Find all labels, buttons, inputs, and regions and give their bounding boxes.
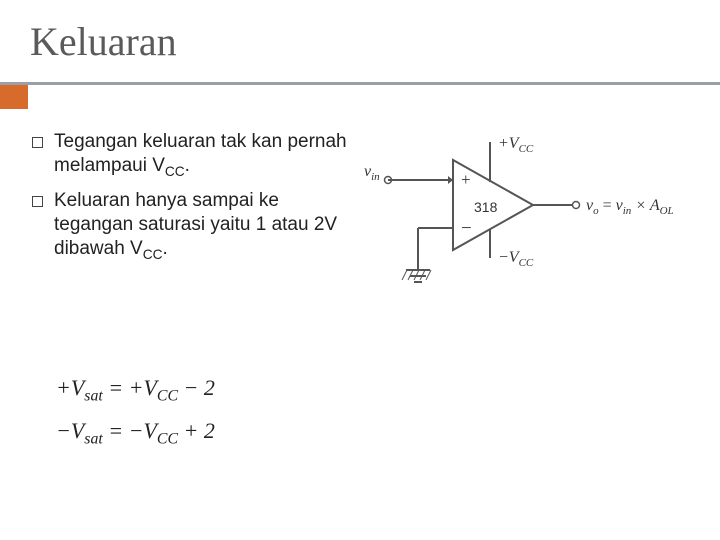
title-rule <box>0 82 720 85</box>
out-node <box>573 202 580 209</box>
bullet-text: Keluaran hanya sampai ke tegangan satura… <box>54 190 337 260</box>
opamp-svg: + − 318 +VCC −VCC vin <box>358 130 698 310</box>
opamp-diagram: + − 318 +VCC −VCC vin <box>358 130 698 310</box>
bullet-list: Tegangan keluaran tak kan pernah melampa… <box>30 130 350 272</box>
gnd-hatch <box>426 270 431 280</box>
eq-line-2: −Vsat = −VCC + 2 <box>56 411 215 454</box>
bullet-text: Tegangan keluaran tak kan pernah melampa… <box>54 131 347 176</box>
bullet-item: Keluaran hanya sampai ke tegangan satura… <box>30 189 350 264</box>
vcc-bot-label: −VCC <box>498 249 534 269</box>
accent-block <box>0 85 28 109</box>
bullet-item: Tegangan keluaran tak kan pernah melampa… <box>30 130 350 181</box>
saturation-equations: +Vsat = +VCC − 2 −Vsat = −VCC + 2 <box>56 368 215 454</box>
bullet-sub: CC <box>143 247 163 262</box>
plus-label: + <box>461 170 471 189</box>
body-row: Tegangan keluaran tak kan pernah melampa… <box>30 130 700 310</box>
chip-label: 318 <box>474 199 498 215</box>
bullet-text-tail: . <box>162 238 167 259</box>
slide: Keluaran Tegangan keluaran tak kan perna… <box>0 0 720 540</box>
gnd-hatch <box>402 270 407 280</box>
bullet-text-tail: . <box>185 155 190 176</box>
eq-line-1: +Vsat = +VCC − 2 <box>56 368 215 411</box>
minus-label: − <box>461 218 472 239</box>
vcc-top-label: +VCC <box>498 135 534 155</box>
page-title: Keluaran <box>30 18 177 65</box>
out-label: vo = vin × AOL <box>586 197 674 217</box>
vin-label: vin <box>364 163 380 183</box>
bullet-sub: CC <box>165 164 185 179</box>
